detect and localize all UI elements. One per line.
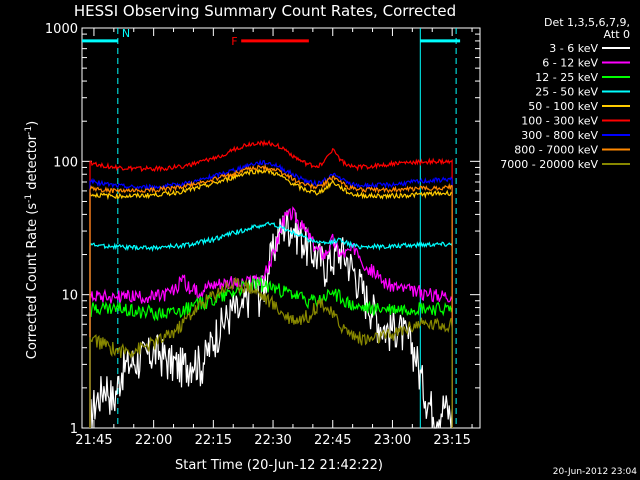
x-tick-label: 22:30 [254, 433, 291, 448]
series-line [89, 276, 453, 428]
x-tick-label: 22:45 [314, 433, 351, 448]
y-axis: 1 10 100 1000 [45, 22, 480, 437]
legend-title: Det 1,3,5,6,7,9, [544, 16, 630, 29]
series-line [89, 159, 453, 428]
legend-label: 6 - 12 keV [542, 57, 598, 70]
x-tick-label: 22:00 [135, 433, 172, 448]
flag-label: F [231, 35, 237, 48]
series-line [89, 163, 453, 428]
series-line [89, 210, 453, 429]
plot-frame [81, 27, 481, 429]
x-tick-label: 21:45 [75, 433, 112, 448]
legend-label: 50 - 100 keV [528, 100, 598, 113]
legend-label: 7000 - 20000 keV [500, 158, 598, 171]
x-axis: 21:45 22:00 22:15 22:30 22:45 23:00 23:15 [75, 28, 473, 448]
y-tick-label: 100 [53, 155, 78, 170]
timestamp: 20-Jun-2012 23:04 [553, 467, 637, 477]
y-tick-label: 10 [61, 289, 78, 304]
series-line [89, 275, 453, 428]
y-tick-label: 1000 [45, 22, 78, 37]
legend-title: Att 0 [604, 28, 630, 41]
series-line [89, 221, 453, 428]
x-tick-label: 23:15 [433, 433, 470, 448]
x-tick-label: 22:15 [195, 433, 232, 448]
flag-label: N [122, 27, 130, 40]
legend-label: 25 - 50 keV [535, 86, 598, 99]
legend-label: 800 - 7000 keV [514, 144, 598, 157]
series-line [89, 139, 453, 428]
x-tick-label: 23:00 [374, 433, 411, 448]
x-axis-label: Start Time (20-Jun-12 21:42:22) [175, 458, 383, 473]
legend-label: 3 - 6 keV [549, 42, 598, 55]
legend-label: 300 - 800 keV [521, 129, 598, 142]
plot-border [81, 27, 481, 429]
series-line [89, 206, 453, 428]
observation-markers [117, 28, 457, 428]
series-lines [89, 139, 453, 429]
legend-label: 100 - 300 keV [521, 115, 598, 128]
y-tick-label: 1 [70, 422, 78, 437]
legend: Det 1,3,5,6,7,9,Att 0 3 - 6 keV 6 - 12 keV… [500, 16, 630, 171]
y-axis-label: Corrected Count Rate (s-1 detector-1) [24, 121, 40, 359]
flag-annotations: NF [82, 27, 461, 48]
series-line [89, 168, 453, 428]
legend-label: 12 - 25 keV [535, 71, 598, 84]
chart-title: HESSI Observing Summary Count Rates, Cor… [74, 2, 456, 20]
